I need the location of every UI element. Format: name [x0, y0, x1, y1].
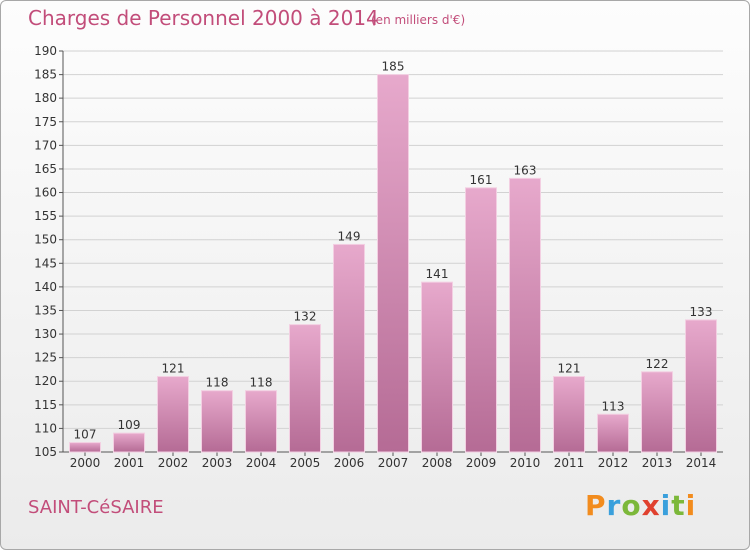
y-tick-label: 175 [34, 115, 57, 129]
x-tick-label-2010: 2010 [510, 456, 541, 470]
x-tick-label-2006: 2006 [334, 456, 365, 470]
chart-title: Charges de Personnel 2000 à 2014 [28, 6, 379, 30]
bar-2002 [157, 376, 189, 453]
value-label-2001: 109 [118, 418, 141, 432]
bar-2010 [509, 177, 541, 453]
y-tick-label: 105 [34, 445, 57, 459]
commune-name: SAINT-CéSAIRE [28, 497, 164, 518]
bar-2013 [641, 371, 673, 453]
y-tick-label: 165 [34, 162, 57, 176]
value-label-2009: 161 [470, 173, 493, 187]
bar-2014 [685, 319, 717, 453]
value-label-2011: 121 [558, 362, 581, 376]
x-tick-label-2000: 2000 [70, 456, 101, 470]
x-tick-label-2009: 2009 [466, 456, 497, 470]
value-label-2007: 185 [382, 60, 405, 74]
y-tick-label: 150 [34, 233, 57, 247]
bar-2000 [69, 442, 101, 453]
x-tick-label-2003: 2003 [202, 456, 233, 470]
y-tick-label: 125 [34, 351, 57, 365]
proxiti-logo: Proxiti [585, 489, 697, 522]
value-label-2013: 122 [646, 357, 669, 371]
y-tick-label: 140 [34, 280, 57, 294]
value-label-2010: 163 [514, 163, 537, 177]
x-tick-label-2005: 2005 [290, 456, 321, 470]
value-label-2005: 132 [294, 310, 317, 324]
x-tick-label-2001: 2001 [114, 456, 145, 470]
y-tick-label: 170 [34, 138, 57, 152]
x-tick-label-2002: 2002 [158, 456, 189, 470]
y-tick-label: 130 [34, 327, 57, 341]
value-label-2006: 149 [338, 229, 361, 243]
value-label-2008: 141 [426, 267, 449, 281]
value-label-2012: 113 [602, 399, 625, 413]
x-tick-label-2014: 2014 [686, 456, 717, 470]
bar-2012 [597, 413, 629, 453]
value-label-2000: 107 [74, 428, 97, 442]
y-tick-label: 180 [34, 91, 57, 105]
bar-2004 [245, 390, 277, 453]
bar-2005 [289, 324, 321, 453]
y-tick-label: 185 [34, 68, 57, 82]
bar-2009 [465, 187, 497, 453]
bar-2003 [201, 390, 233, 453]
value-label-2003: 118 [206, 376, 229, 390]
value-label-2014: 133 [690, 305, 713, 319]
bar-2007 [377, 74, 409, 453]
x-tick-label-2012: 2012 [598, 456, 629, 470]
y-tick-label: 115 [34, 398, 57, 412]
bar-2011 [553, 376, 585, 453]
value-label-2004: 118 [250, 376, 273, 390]
y-tick-label: 155 [34, 209, 57, 223]
bar-2001 [113, 432, 145, 453]
y-tick-label: 145 [34, 256, 57, 270]
value-label-2002: 121 [162, 362, 185, 376]
x-tick-label-2007: 2007 [378, 456, 409, 470]
x-tick-label-2011: 2011 [554, 456, 585, 470]
x-tick-label-2008: 2008 [422, 456, 453, 470]
x-tick-label-2004: 2004 [246, 456, 277, 470]
chart-subtitle: (en milliers d'€) [371, 13, 466, 27]
x-tick-label-2013: 2013 [642, 456, 673, 470]
bar-2006 [333, 243, 365, 453]
y-tick-label: 135 [34, 303, 57, 317]
y-tick-label: 110 [34, 421, 57, 435]
y-tick-label: 190 [34, 44, 57, 58]
y-tick-label: 120 [34, 374, 57, 388]
y-tick-label: 160 [34, 186, 57, 200]
bar-2008 [421, 281, 453, 453]
